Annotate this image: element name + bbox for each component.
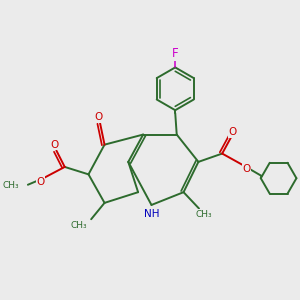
Text: CH₃: CH₃	[70, 221, 87, 230]
Text: O: O	[51, 140, 59, 150]
Text: F: F	[172, 47, 178, 60]
Text: NH: NH	[144, 209, 160, 219]
Text: CH₃: CH₃	[3, 181, 20, 190]
Text: O: O	[36, 177, 44, 187]
Text: O: O	[228, 127, 237, 137]
Text: O: O	[242, 164, 251, 174]
Text: CH₃: CH₃	[195, 210, 212, 219]
Text: O: O	[94, 112, 103, 122]
